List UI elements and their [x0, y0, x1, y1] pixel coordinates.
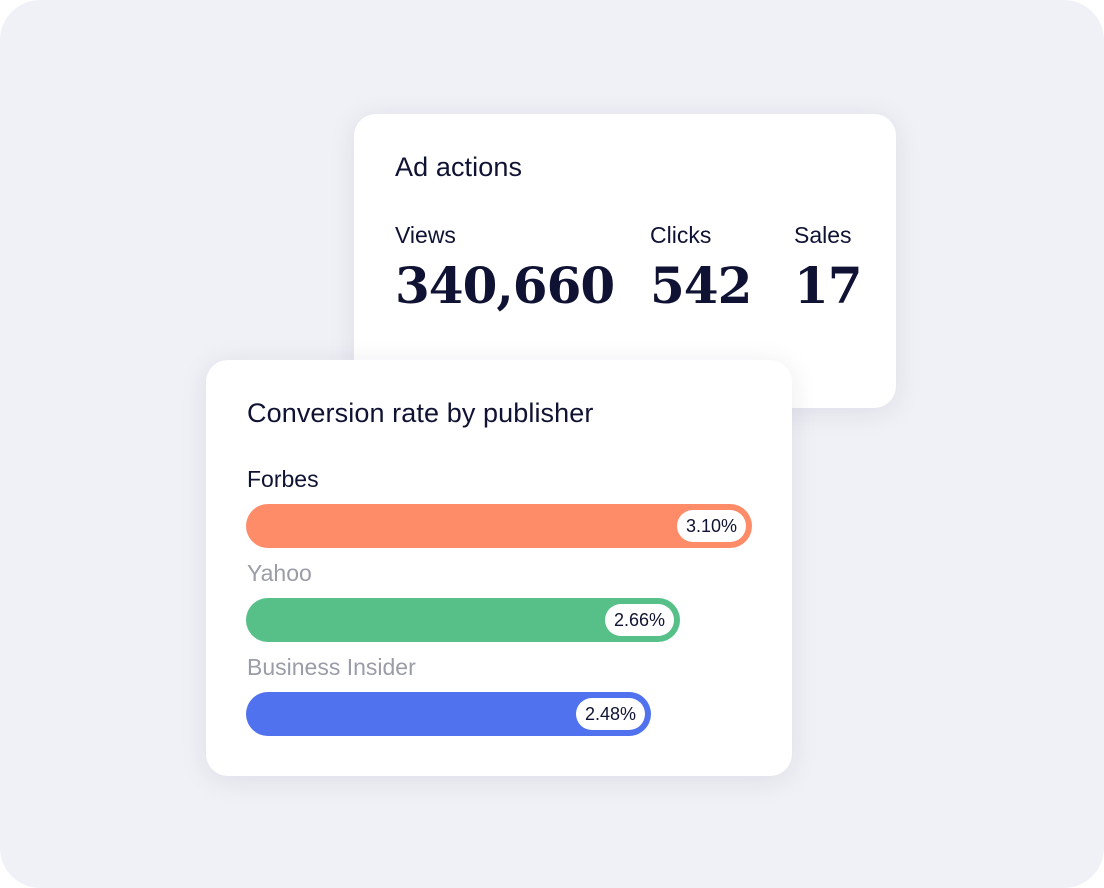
metric-sales: Sales 17: [794, 222, 863, 315]
metric-clicks-label: Clicks: [650, 222, 712, 248]
bar-business-insider: 2.48%: [246, 692, 651, 736]
publisher-label-forbes: Forbes: [247, 466, 319, 492]
metric-clicks: Clicks 542: [650, 222, 752, 315]
publisher-label-yahoo: Yahoo: [247, 560, 312, 586]
bar-value-forbes: 3.10%: [676, 510, 746, 542]
bar-value-yahoo: 2.66%: [604, 604, 674, 636]
conversion-rate-card: Conversion rate by publisher Forbes 3.10…: [206, 360, 792, 776]
metric-sales-value: 17: [794, 256, 863, 315]
bar-forbes: 3.10%: [246, 504, 752, 548]
metric-clicks-value: 542: [650, 256, 752, 315]
metric-views-value: 340,660: [395, 256, 615, 315]
publisher-label-business-insider: Business Insider: [247, 654, 416, 680]
metric-views: Views 340,660: [395, 222, 615, 315]
conversion-rate-title: Conversion rate by publisher: [247, 398, 594, 428]
ad-actions-title: Ad actions: [395, 152, 523, 182]
bar-value-business-insider: 2.48%: [575, 698, 645, 730]
metric-sales-label: Sales: [794, 222, 852, 248]
bar-yahoo: 2.66%: [246, 598, 680, 642]
ad-actions-card: Ad actions Views 340,660 Clicks 542 Sale…: [354, 114, 896, 408]
metric-views-label: Views: [395, 222, 456, 248]
